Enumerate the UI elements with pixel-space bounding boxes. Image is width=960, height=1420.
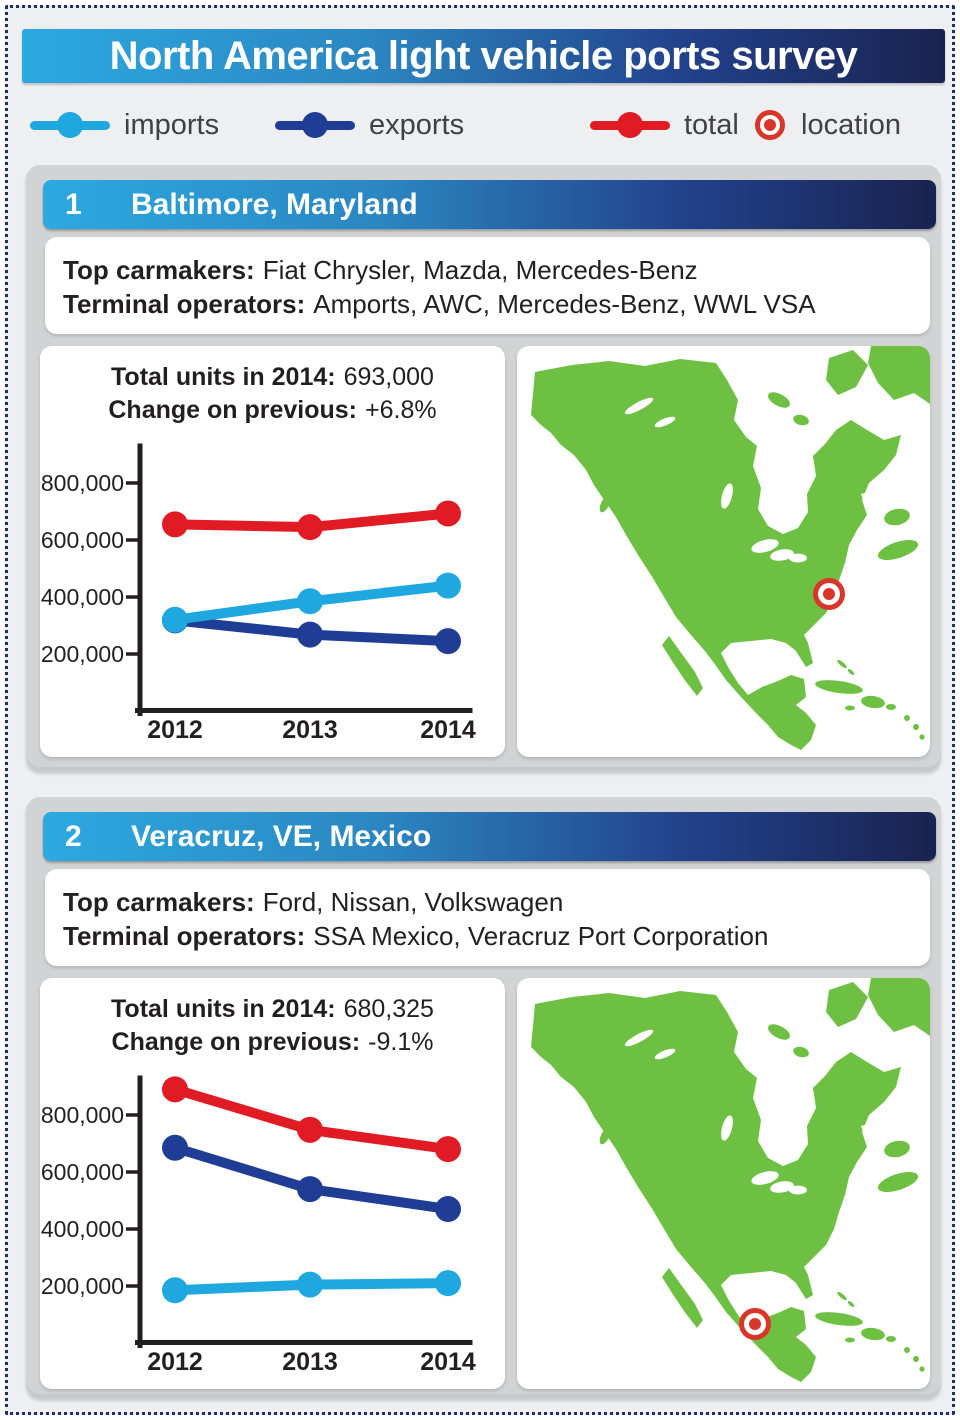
section-1-header: 1 Baltimore, Maryland bbox=[43, 180, 936, 229]
terminal-operators-label: Terminal operators: bbox=[63, 921, 306, 951]
legend-item-exports: exports bbox=[275, 106, 464, 144]
x-tick-label: 2012 bbox=[147, 1348, 203, 1376]
y-tick-label: 200,000 bbox=[41, 641, 124, 667]
exports-line-icon bbox=[275, 112, 355, 138]
x-tick-label: 2013 bbox=[282, 1348, 338, 1376]
total-units-label: Total units in 2014: bbox=[111, 363, 336, 391]
imports-line-icon bbox=[30, 112, 110, 138]
change-label: Change on previous: bbox=[111, 1028, 361, 1056]
imports-point-2014 bbox=[435, 572, 461, 599]
y-tick-label: 400,000 bbox=[41, 1216, 124, 1242]
y-tick-label: 800,000 bbox=[41, 470, 124, 496]
x-tick-label: 2014 bbox=[420, 1348, 476, 1376]
section-number: 2 bbox=[65, 820, 82, 853]
y-tick-label: 600,000 bbox=[41, 527, 124, 553]
section-1-chart-card: Total units in 2014: 693,000 Change on pr… bbox=[40, 346, 505, 757]
chart-1-heading: Total units in 2014: 693,000 Change on pr… bbox=[40, 346, 505, 427]
terminal-operators-value: Amports, AWC, Mercedes-Benz, WWL VSA bbox=[313, 289, 816, 319]
y-tick-label: 800,000 bbox=[41, 1102, 124, 1128]
total-point-2014 bbox=[435, 1136, 461, 1163]
terminal-operators-line: Terminal operators: SSA Mexico, Veracruz … bbox=[63, 919, 930, 953]
north-america-map-1 bbox=[531, 346, 930, 750]
top-carmakers-label: Top carmakers: bbox=[63, 887, 255, 917]
change-line: Change on previous: -9.1% bbox=[40, 1026, 505, 1059]
section-veracruz: 2 Veracruz, VE, Mexico Top carmakers: For… bbox=[26, 797, 941, 1397]
change-value: +6.8% bbox=[365, 396, 437, 424]
change-value: -9.1% bbox=[368, 1028, 434, 1056]
x-tick-label: 2012 bbox=[147, 716, 203, 744]
legend-label-exports: exports bbox=[369, 108, 465, 141]
section-2-chart-card: Total units in 2014: 680,325 Change on pr… bbox=[40, 978, 505, 1389]
section-2-info-card: Top carmakers: Ford, Nissan, Volkswagen T… bbox=[45, 869, 930, 966]
section-baltimore: 1 Baltimore, Maryland Top carmakers: Fiat… bbox=[26, 165, 941, 770]
terminal-operators-line: Terminal operators: Amports, AWC, Mercede… bbox=[63, 287, 930, 321]
terminal-operators-value: SSA Mexico, Veracruz Port Corporation bbox=[313, 921, 769, 951]
total-point-2012 bbox=[162, 1076, 188, 1103]
y-tick-label: 600,000 bbox=[41, 1159, 124, 1185]
change-line: Change on previous: +6.8% bbox=[40, 394, 505, 427]
top-carmakers-label: Top carmakers: bbox=[63, 255, 255, 285]
location-bullseye-icon bbox=[755, 110, 785, 140]
total-units-value: 680,325 bbox=[343, 995, 434, 1023]
y-tick-label: 200,000 bbox=[41, 1273, 124, 1299]
legend-item-location: location bbox=[753, 106, 901, 144]
legend-label-total: total bbox=[684, 108, 739, 141]
terminal-operators-label: Terminal operators: bbox=[63, 289, 306, 319]
exports-point-2014 bbox=[435, 1196, 461, 1223]
exports-point-2013 bbox=[297, 1176, 323, 1203]
change-label: Change on previous: bbox=[108, 396, 358, 424]
imports-point-2012 bbox=[162, 606, 188, 633]
imports-point-2014 bbox=[435, 1270, 461, 1297]
y-tick-label: 400,000 bbox=[41, 584, 124, 610]
section-title: Veracruz, VE, Mexico bbox=[131, 820, 432, 853]
total-line-icon bbox=[590, 112, 670, 138]
total-point-2013 bbox=[297, 1116, 323, 1143]
exports-dot-icon bbox=[302, 112, 328, 138]
legend-item-total: total bbox=[590, 106, 739, 144]
section-1-info-card: Top carmakers: Fiat Chrysler, Mazda, Merc… bbox=[45, 237, 930, 334]
section-2-header: 2 Veracruz, VE, Mexico bbox=[43, 812, 936, 861]
page-title: North America light vehicle ports survey bbox=[109, 33, 858, 78]
page-title-bar: North America light vehicle ports survey bbox=[22, 29, 945, 83]
legend-item-imports: imports bbox=[30, 106, 219, 144]
north-america-map-2 bbox=[531, 978, 930, 1382]
total-units-line: Total units in 2014: 680,325 bbox=[40, 993, 505, 1026]
total-units-line: Total units in 2014: 693,000 bbox=[40, 361, 505, 394]
legend-label-imports: imports bbox=[124, 108, 220, 141]
location-marker-icon bbox=[739, 1308, 771, 1340]
imports-point-2012 bbox=[162, 1277, 188, 1304]
total-point-2014 bbox=[435, 500, 461, 527]
section-2-map-card bbox=[517, 978, 930, 1389]
x-tick-label: 2013 bbox=[282, 716, 338, 744]
total-dot-icon bbox=[617, 112, 643, 138]
imports-point-2013 bbox=[297, 588, 323, 615]
total-point-2013 bbox=[297, 514, 323, 541]
top-carmakers-line: Top carmakers: Fiat Chrysler, Mazda, Merc… bbox=[63, 253, 930, 287]
legend-label-location: location bbox=[801, 108, 901, 141]
x-tick-label: 2014 bbox=[420, 716, 476, 744]
total-units-label: Total units in 2014: bbox=[111, 995, 336, 1023]
imports-dot-icon bbox=[57, 112, 83, 138]
units-line-chart-1: 800,000 600,000 400,000 200,000 2012 2013 2014 bbox=[41, 443, 476, 744]
exports-point-2012 bbox=[162, 1134, 188, 1161]
top-carmakers-line: Top carmakers: Ford, Nissan, Volkswagen bbox=[63, 885, 930, 919]
top-carmakers-value: Fiat Chrysler, Mazda, Mercedes-Benz bbox=[262, 255, 698, 285]
location-marker-icon bbox=[813, 578, 845, 610]
top-carmakers-value: Ford, Nissan, Volkswagen bbox=[262, 887, 564, 917]
section-title: Baltimore, Maryland bbox=[131, 188, 418, 221]
chart-2-heading: Total units in 2014: 680,325 Change on pr… bbox=[40, 978, 505, 1059]
section-number: 1 bbox=[65, 188, 82, 221]
exports-point-2014 bbox=[435, 628, 461, 655]
exports-point-2013 bbox=[297, 621, 323, 648]
units-line-chart-2: 800,000 600,000 400,000 200,000 2012 2013 2014 bbox=[41, 1075, 476, 1376]
chart-legend: imports exports total location bbox=[0, 106, 960, 144]
total-point-2012 bbox=[162, 511, 188, 538]
total-units-value: 693,000 bbox=[343, 363, 434, 391]
imports-point-2013 bbox=[297, 1271, 323, 1298]
section-1-map-card bbox=[517, 346, 930, 757]
